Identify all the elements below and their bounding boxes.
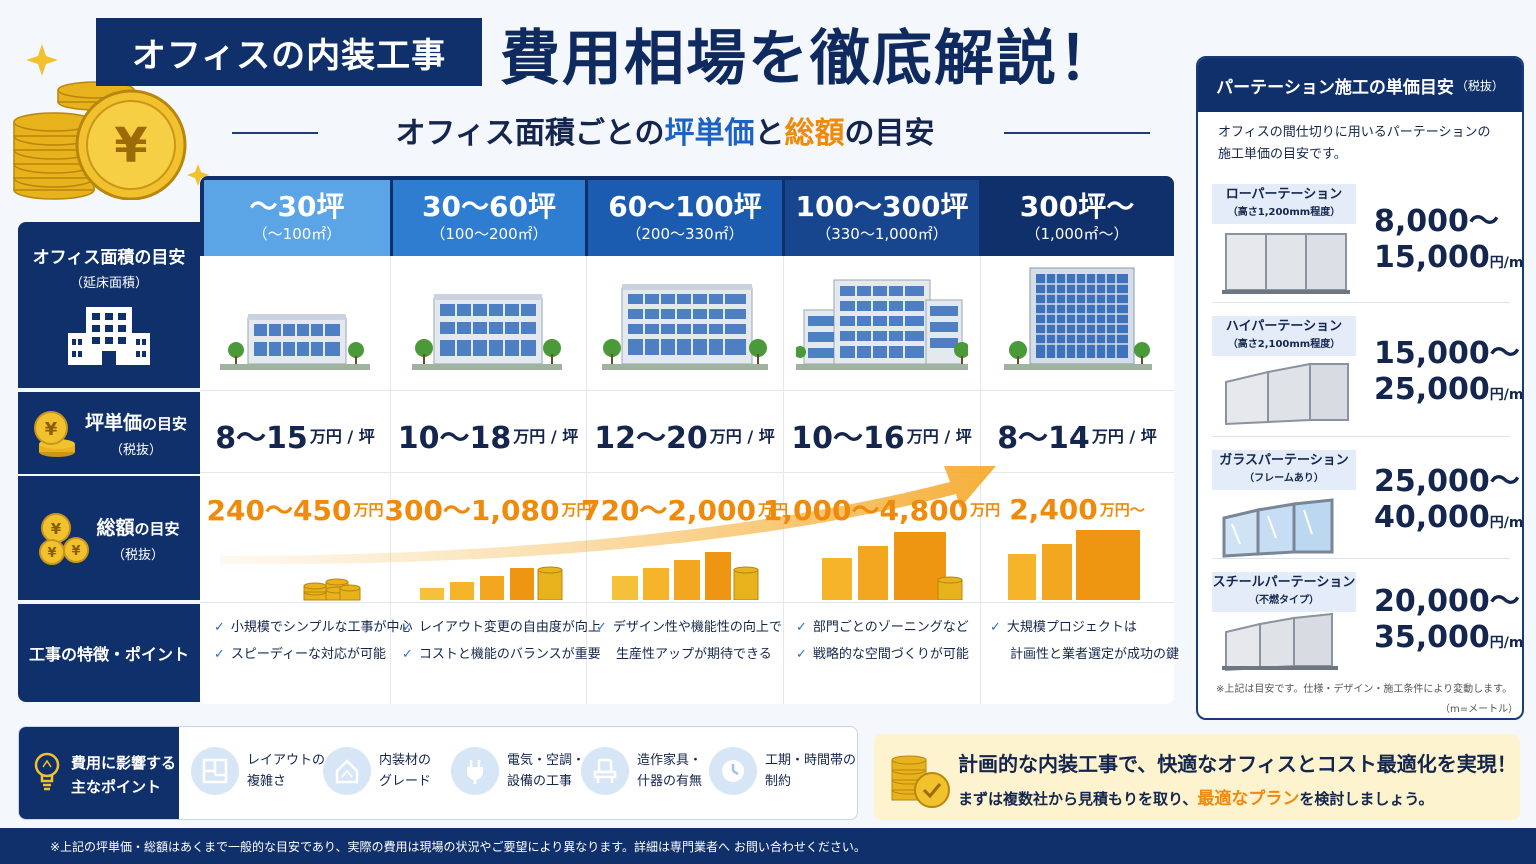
- svg-text:¥: ¥: [114, 118, 147, 174]
- building-mid-large-illustration: [602, 284, 768, 370]
- rate-value-1: 8〜15 万円 / 坪: [215, 421, 375, 456]
- coins-graphic-1: [303, 578, 361, 601]
- partition-panel-description: オフィスの間仕切りに用いるパーテーションの 施工単価の目安です。: [1218, 125, 1491, 162]
- partition-panel: パーテーション施工の単価目安 （税抜） オフィスの間仕切りに用いるパーテーションの…: [1196, 56, 1524, 720]
- column-header-4: 100〜300坪 （330〜1,000㎡）: [785, 180, 979, 256]
- partition-label-high: ハイパーテーション （高さ2,100mm程度）: [1212, 316, 1356, 356]
- cta-headline: 計画的な内装工事で、快適なオフィスとコスト最適化を実現！: [958, 752, 1517, 776]
- yen-coins-icon: ¥: [33, 411, 75, 457]
- features-col-3: ✓ デザイン性や機能性の向上で 生産性アップが期待できる: [596, 614, 782, 668]
- material-icon: [335, 759, 359, 784]
- feature-item: ✓ デザイン性や機能性の向上で: [596, 620, 782, 635]
- column-header-3: 60〜100坪 （200〜330㎡）: [588, 180, 782, 256]
- svg-text:¥: ¥: [45, 419, 58, 440]
- feature-item: ✓ 戦略的な空間づくりが可能: [796, 647, 969, 662]
- total-value-1: 240〜450 万円: [206, 494, 384, 527]
- total-value-5: 2,400 万円〜: [1009, 492, 1145, 526]
- divider: [1212, 302, 1510, 303]
- partition-price-high: 15,000〜 25,000円/m: [1374, 336, 1524, 407]
- partition-price-steel: 20,000〜 35,000円/m: [1374, 584, 1524, 655]
- layout-icon: [202, 758, 228, 784]
- svg-text:¥: ¥: [51, 520, 62, 538]
- divider: [1212, 558, 1510, 559]
- factor-furniture: 造作家具・ 什器の有無: [581, 747, 702, 795]
- subtitle-rule-left: [232, 132, 318, 134]
- coins-icon: [891, 755, 950, 808]
- svg-text:¥: ¥: [48, 546, 57, 561]
- column-header-1: 〜30坪 （〜100㎡）: [204, 180, 390, 256]
- features-col-2: ✓ レイアウト変更の自由度が向上 ✓ コストと機能のバランスが重要: [402, 614, 601, 668]
- column-header-2: 30〜60坪 （100〜200㎡）: [393, 180, 585, 256]
- column-header-5: 300坪〜 （1,000㎡〜）: [982, 180, 1172, 256]
- footer-disclaimer: ※上記の坪単価・総額はあくまで一般的な目安であり、実際の費用は現場の状況やご要望…: [0, 828, 1536, 864]
- subtitle: オフィス面積ごとの坪単価と総額の目安: [395, 116, 935, 151]
- factor-layout: レイアウトの 複雑さ: [191, 747, 325, 795]
- building-large-illustration: [796, 279, 968, 370]
- steel-partition-illustration: [1222, 612, 1338, 672]
- features-col-5: ✓ 大規模プロジェクトは 計画性と業者選定が成功の鍵: [990, 614, 1179, 668]
- row-label-area-title: オフィス面積の目安: [32, 248, 186, 268]
- total-value-3: 720〜2,000 万円: [580, 494, 789, 527]
- feature-item-continued: 計画性と業者選定が成功の鍵: [1010, 647, 1180, 662]
- features-col-4: ✓ 部門ごとのゾーニングなど ✓ 戦略的な空間づくりが可能: [796, 614, 969, 668]
- cta-banner: 計画的な内装工事で、快適なオフィスとコスト最適化を実現！ まずは複数社から見積も…: [874, 734, 1520, 820]
- partition-price-low: 8,000〜 15,000円/m: [1374, 204, 1524, 275]
- partition-label-glass: ガラスパーテーション （フレームあり）: [1212, 450, 1356, 490]
- cost-factors-title: 費用に影響する 主なポイント: [19, 727, 179, 819]
- features-col-1: ✓ 小規模でシンプルな工事が中心 ✓ スピーディーな対応が可能: [214, 614, 413, 668]
- cost-factors-panel: 費用に影響する 主なポイント レイアウトの 複雑さ 内装材の グレード 電気・空調・設…: [18, 726, 858, 820]
- building-small-illustration: [220, 314, 370, 370]
- divider: [1212, 436, 1510, 437]
- feature-item: ✓ スピーディーな対応が可能: [214, 647, 386, 662]
- feature-item: ✓ コストと機能のバランスが重要: [402, 647, 601, 662]
- partition-price-glass: 25,000〜 40,000円/m: [1374, 464, 1524, 535]
- svg-text:¥: ¥: [72, 544, 81, 559]
- partition-panel-title: パーテーション施工の単価目安 （税抜）: [1198, 58, 1522, 112]
- bars-graphic-5: [1008, 530, 1140, 600]
- factor-material: 内装材の グレード: [323, 747, 431, 795]
- header-badge: オフィスの内装工事: [96, 18, 482, 86]
- row-label-features: 工事の特徴・ポイント: [18, 604, 200, 702]
- row-label-total: ¥ ¥ ¥ 総額の目安 （税抜）: [18, 476, 200, 600]
- feature-item: ✓ 小規模でシンプルな工事が中心: [214, 620, 413, 635]
- feature-item: ✓ 部門ごとのゾーニングなど: [796, 620, 969, 635]
- yen-coins-icon-2: ¥ ¥ ¥: [39, 513, 90, 565]
- building-icon: [68, 307, 150, 365]
- building-medium-illustration: [412, 294, 562, 370]
- bars-graphic-2: [420, 566, 563, 600]
- growth-arrow-icon: [220, 466, 996, 565]
- partition-label-steel: スチールパーテーション （不燃タイプ）: [1212, 572, 1356, 612]
- glass-partition-illustration: [1222, 498, 1334, 558]
- row-label-rate: ¥ 坪単価の目安 （税抜）: [18, 392, 200, 474]
- building-tower-illustration: [1004, 267, 1152, 370]
- clock-icon: [722, 760, 744, 782]
- page-title: 費用相場を徹底解説！: [500, 24, 1120, 94]
- feature-item-continued: 生産性アップが期待できる: [616, 647, 772, 662]
- total-value-2: 300〜1,080 万円: [384, 494, 592, 527]
- rate-value-2: 10〜18 万円 / 坪: [397, 421, 579, 456]
- subtitle-rule-right: [1004, 132, 1150, 134]
- cta-subline: まずは複数社から見積もりを取り、最適なプランを検討しましょう。: [958, 789, 1434, 809]
- partition-note-unit: （m=メートル）: [1440, 704, 1519, 715]
- bars-graphic-4: [822, 532, 963, 600]
- rate-value-5: 8〜14 万円 / 坪: [997, 421, 1157, 456]
- high-partition-illustration: [1225, 362, 1349, 426]
- feature-item: ✓ 大規模プロジェクトは: [990, 620, 1137, 635]
- plug-icon: [467, 760, 483, 784]
- low-partition-illustration: [1222, 233, 1350, 294]
- chair-icon: [593, 758, 617, 783]
- partition-note: ※上記は目安です。仕様・デザイン・施工条件により変動します。: [1216, 684, 1513, 695]
- partition-label-low: ローパーテーション （高さ1,200mm程度）: [1212, 184, 1356, 224]
- total-value-4: 1,000〜4,800 万円: [762, 494, 1001, 527]
- rate-value-4: 10〜16 万円 / 坪: [791, 421, 972, 456]
- rate-value-3: 12〜20 万円 / 坪: [594, 421, 775, 456]
- row-label-area: オフィス面積の目安 （延床面積）: [18, 222, 200, 388]
- coin-stack-yen-icon: ¥: [13, 44, 209, 200]
- bars-graphic-3: [612, 552, 759, 600]
- lightbulb-icon: [34, 752, 60, 791]
- factor-schedule: 工期・時間帯の 制約: [709, 747, 856, 795]
- feature-item: ✓ レイアウト変更の自由度が向上: [402, 620, 601, 635]
- factor-electrical: 電気・空調・ 設備の工事: [451, 747, 585, 795]
- row-label-area-sub: （延床面積）: [69, 276, 148, 291]
